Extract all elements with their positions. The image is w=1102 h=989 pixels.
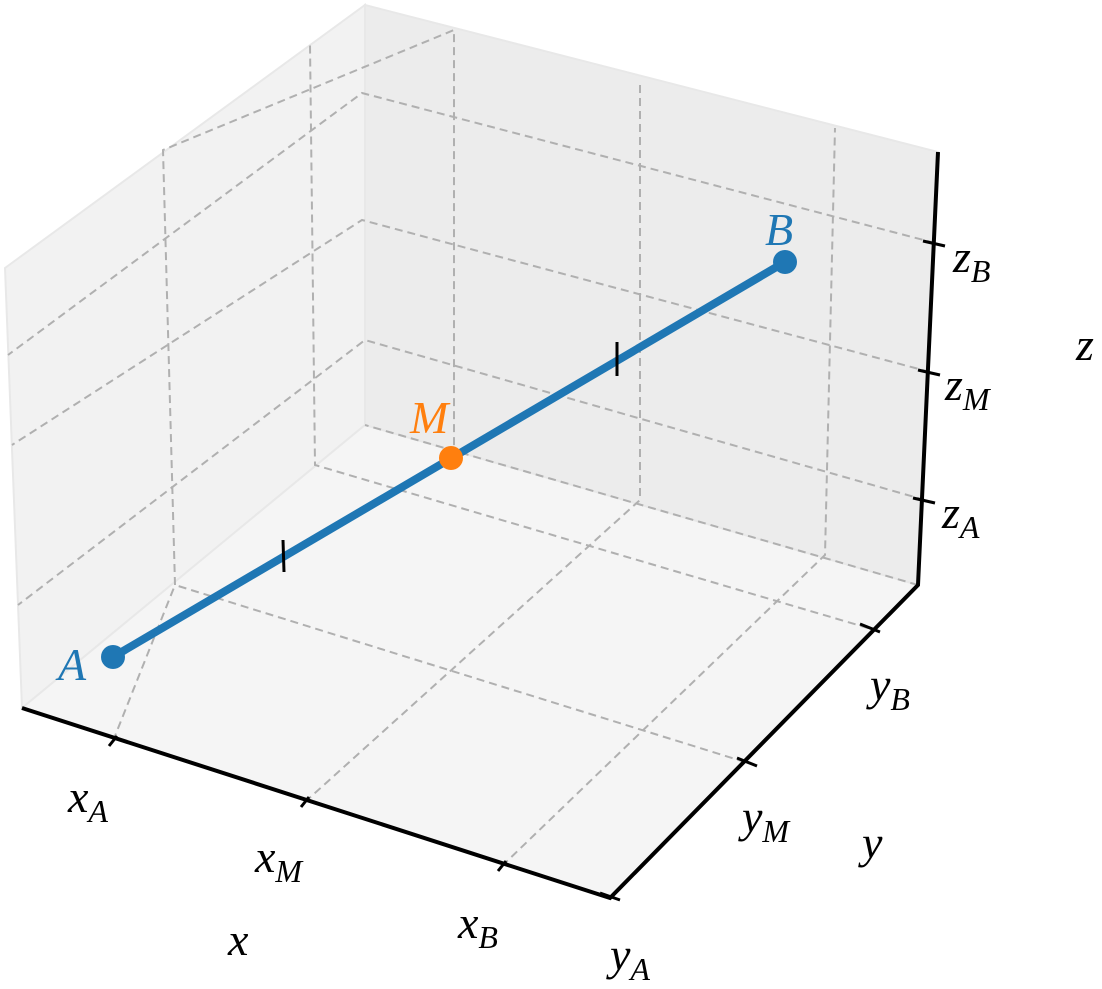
- grid-line: [364, 424, 919, 586]
- symbol: z: [952, 231, 971, 282]
- tick: [922, 239, 946, 248]
- symbol: y: [866, 659, 891, 710]
- axis-label: z: [1075, 319, 1094, 370]
- axis-label: x: [227, 914, 249, 965]
- subscript: A: [958, 509, 980, 545]
- point-label: B: [765, 204, 793, 255]
- tick-label: zB: [952, 231, 990, 289]
- axis-label: y: [858, 817, 883, 868]
- point-a: [101, 645, 125, 669]
- grid-line: [11, 218, 931, 446]
- grid: [7, 28, 936, 867]
- axis-line: [21, 151, 940, 901]
- tick: [496, 860, 508, 872]
- equal-mark: [281, 539, 286, 573]
- subscript: B: [971, 253, 991, 289]
- tick-label: xM: [254, 831, 304, 889]
- grid-line: [17, 338, 926, 606]
- segment: [101, 250, 797, 669]
- grid-line: [7, 91, 936, 356]
- symbol: y: [606, 929, 631, 980]
- grid-line: [174, 44, 869, 763]
- point-label: M: [409, 392, 451, 443]
- point-label: A: [55, 639, 87, 690]
- tick: [107, 735, 119, 747]
- subscript: B: [478, 919, 498, 955]
- symbol: x: [457, 897, 479, 948]
- subscript: M: [962, 381, 992, 417]
- subscript: A: [628, 951, 650, 987]
- tick: [299, 796, 311, 808]
- tick-label: yB: [866, 659, 910, 717]
- subscript: B: [890, 681, 910, 717]
- tick: [599, 891, 621, 902]
- symbol: y: [738, 791, 763, 842]
- grid-line: [501, 127, 836, 867]
- point-m: [439, 446, 463, 470]
- point-b: [773, 250, 797, 274]
- symbol: x: [67, 771, 89, 822]
- subscript: M: [761, 813, 791, 849]
- symbol: z: [944, 359, 963, 410]
- tick: [859, 622, 881, 634]
- tick: [912, 496, 936, 505]
- tick-label: zA: [941, 487, 980, 545]
- tick-label: yA: [606, 929, 650, 987]
- tick-label: xB: [457, 897, 498, 955]
- subscript: M: [274, 853, 304, 889]
- tick-label: xA: [67, 771, 108, 829]
- tick: [736, 756, 758, 768]
- tick-label: zM: [944, 359, 992, 417]
- symbol: z: [941, 487, 960, 538]
- axes: [21, 151, 946, 902]
- grid-line: [112, 28, 455, 742]
- tick-label: yM: [738, 791, 791, 849]
- subscript: A: [86, 793, 108, 829]
- symbol: x: [254, 831, 276, 882]
- tick: [917, 368, 941, 377]
- grid-line: [304, 80, 641, 803]
